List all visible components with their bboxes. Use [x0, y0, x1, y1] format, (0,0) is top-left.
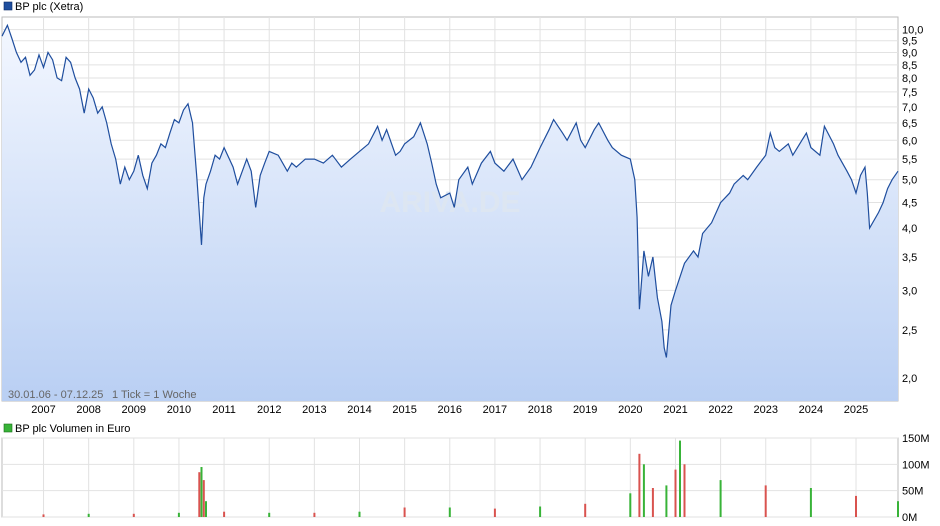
price-y-tick-label: 9,5: [902, 36, 917, 48]
volume-bar: [642, 464, 645, 517]
price-y-tick-label: 7,5: [902, 87, 917, 99]
date-range-note: 30.01.06 - 07.12.25: [8, 389, 103, 401]
volume-bar: [313, 512, 316, 517]
price-legend-label: BP plc (Xetra): [15, 1, 83, 13]
price-x-tick-label: 2013: [302, 404, 326, 416]
volume-legend-label: BP plc Volumen in Euro: [15, 423, 130, 435]
volume-bar: [855, 495, 857, 517]
volume-bar: [205, 501, 207, 517]
price-y-tick-label: 4,5: [902, 198, 917, 210]
price-x-tick-label: 2020: [618, 404, 642, 416]
volume-bar: [674, 469, 677, 517]
price-area-fill: [2, 25, 898, 402]
volume-bar: [897, 501, 899, 517]
volume-y-tick-label: 150M: [902, 433, 930, 445]
volume-y-axis: 150M 100M 50M 0M: [902, 433, 930, 524]
price-x-tick-label: 2011: [212, 404, 236, 416]
price-y-tick-label: 7,0: [902, 102, 917, 114]
volume-bar: [358, 511, 361, 517]
volume-bar: [679, 440, 681, 517]
volume-bar: [809, 488, 812, 517]
price-series-line: [1, 23, 899, 358]
price-y-axis: 10,09,59,08,58,0 7,5 7,0 6,5 6,0 5,5 5,0 4,5 4,0…: [902, 25, 923, 386]
volume-bar: [223, 511, 226, 517]
price-x-tick-label: 2012: [257, 404, 281, 416]
price-x-tick-label: 2008: [76, 404, 100, 416]
volume-bar: [539, 506, 542, 517]
volume-bar: [629, 493, 632, 517]
volume-bar: [764, 485, 767, 517]
price-y-tick-label: 2,0: [902, 373, 917, 385]
volume-bar: [584, 503, 587, 517]
price-y-tick-label: 5,5: [902, 154, 917, 166]
price-y-tick-label: 6,0: [902, 135, 917, 147]
volume-y-tick-label: 50M: [902, 486, 923, 498]
price-x-tick-label: 2010: [167, 404, 191, 416]
price-y-tick-label: 8,0: [902, 73, 917, 85]
price-x-tick-label: 2014: [347, 404, 371, 416]
price-x-tick-label: 2025: [844, 404, 868, 416]
volume-bars: [42, 440, 899, 517]
price-x-tick-label: 2019: [573, 404, 597, 416]
price-x-tick-label: 2007: [31, 404, 55, 416]
price-y-tick-label: 2,5: [902, 325, 917, 337]
volume-bar: [448, 507, 451, 517]
watermark: ARIVA.DE: [379, 186, 520, 219]
volume-bar: [202, 480, 205, 517]
tick-note: 1 Tick = 1 Woche: [112, 389, 196, 401]
volume-bar: [87, 513, 90, 517]
price-x-tick-label: 2021: [663, 404, 687, 416]
volume-bar: [638, 453, 641, 517]
price-y-tick-label: 3,0: [902, 285, 917, 297]
volume-bar: [683, 464, 686, 517]
volume-bar: [198, 472, 201, 517]
price-x-tick-label: 2018: [528, 404, 552, 416]
price-y-tick-label: 9,0: [902, 47, 917, 59]
price-y-tick-label: 4,0: [902, 223, 917, 235]
price-y-tick-label: 5,0: [902, 175, 917, 187]
volume-y-tick-label: 100M: [902, 459, 930, 471]
volume-bar: [42, 514, 45, 517]
volume-bar: [665, 485, 668, 517]
volume-panel: 150M 100M 50M 0M: [1, 433, 930, 524]
volume-bar: [403, 507, 406, 517]
price-x-tick-label: 2009: [122, 404, 146, 416]
price-y-tick-label: 8,5: [902, 60, 917, 72]
volume-bar: [132, 513, 135, 517]
price-x-tick-label: 2024: [799, 404, 823, 416]
volume-legend-swatch: [3, 423, 13, 433]
volume-bar: [651, 488, 654, 517]
price-x-tick-label: 2016: [438, 404, 462, 416]
price-x-tick-label: 2015: [392, 404, 416, 416]
volume-bar: [719, 480, 722, 517]
price-x-axis: 2007 2008 2009 2010 2011 2012 2013 2014 2015 2016…: [31, 404, 868, 416]
price-y-tick-label: 6,5: [902, 118, 917, 130]
volume-y-tick-label: 0M: [902, 512, 917, 524]
price-y-tick-label: 10,0: [902, 25, 923, 37]
volume-gridlines: [2, 437, 898, 518]
price-x-tick-label: 2023: [754, 404, 778, 416]
volume-bar: [493, 508, 496, 517]
price-panel: ARIVA.DE 10,09,59,08,58,0 7,5 7,0 6,5 6,0 5,5…: [1, 16, 923, 416]
volume-bar: [268, 512, 271, 517]
volume-bar: [177, 512, 180, 517]
price-y-tick-label: 3,5: [902, 252, 917, 264]
volume-bar: [200, 467, 203, 517]
price-x-tick-label: 2022: [708, 404, 732, 416]
price-legend-swatch: [3, 1, 13, 11]
price-x-tick-label: 2017: [483, 404, 507, 416]
